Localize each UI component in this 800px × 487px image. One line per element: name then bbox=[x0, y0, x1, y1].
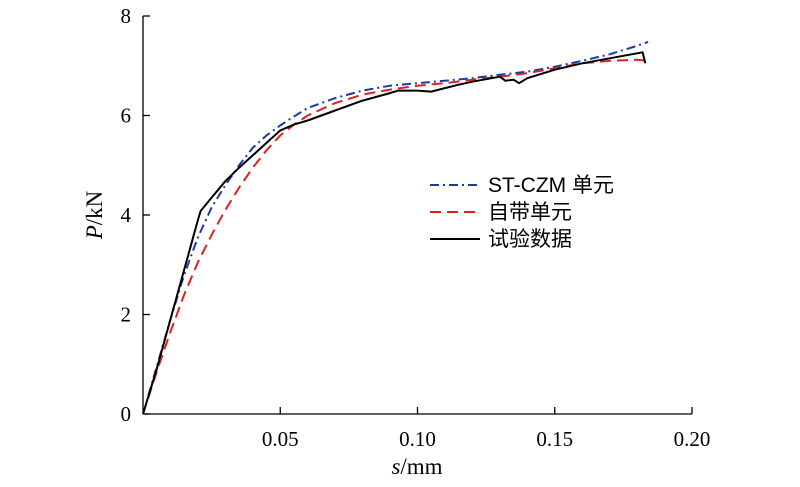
axes bbox=[142, 16, 692, 415]
x-tick-label: 0.10 bbox=[399, 427, 436, 451]
y-tick-label: 8 bbox=[121, 4, 132, 28]
y-tick-label: 2 bbox=[121, 303, 132, 327]
x-tick-label: 0.05 bbox=[262, 427, 299, 451]
legend-label: ST-CZM 单元 bbox=[488, 174, 614, 197]
ticks: 0 2 4 6 8 0.05 0.10 0.15 0.20 bbox=[121, 4, 711, 451]
series-line-3 bbox=[142, 51, 647, 415]
x-tick-label: 0.15 bbox=[536, 427, 573, 451]
x-axis-title: s/mm bbox=[391, 454, 442, 479]
series-lines bbox=[142, 40, 649, 415]
y-tick-label: 4 bbox=[121, 203, 132, 227]
series-line-2 bbox=[142, 58, 649, 415]
series-line-1 bbox=[142, 40, 649, 415]
legend-label: 试验数据 bbox=[488, 228, 572, 251]
y-tick-label: 6 bbox=[121, 104, 132, 128]
legend-label: 自带单元 bbox=[488, 201, 572, 224]
y-tick-label: 0 bbox=[121, 402, 132, 426]
x-tick-label: 0.20 bbox=[674, 427, 711, 451]
y-axis-title: P/kN bbox=[82, 190, 107, 240]
